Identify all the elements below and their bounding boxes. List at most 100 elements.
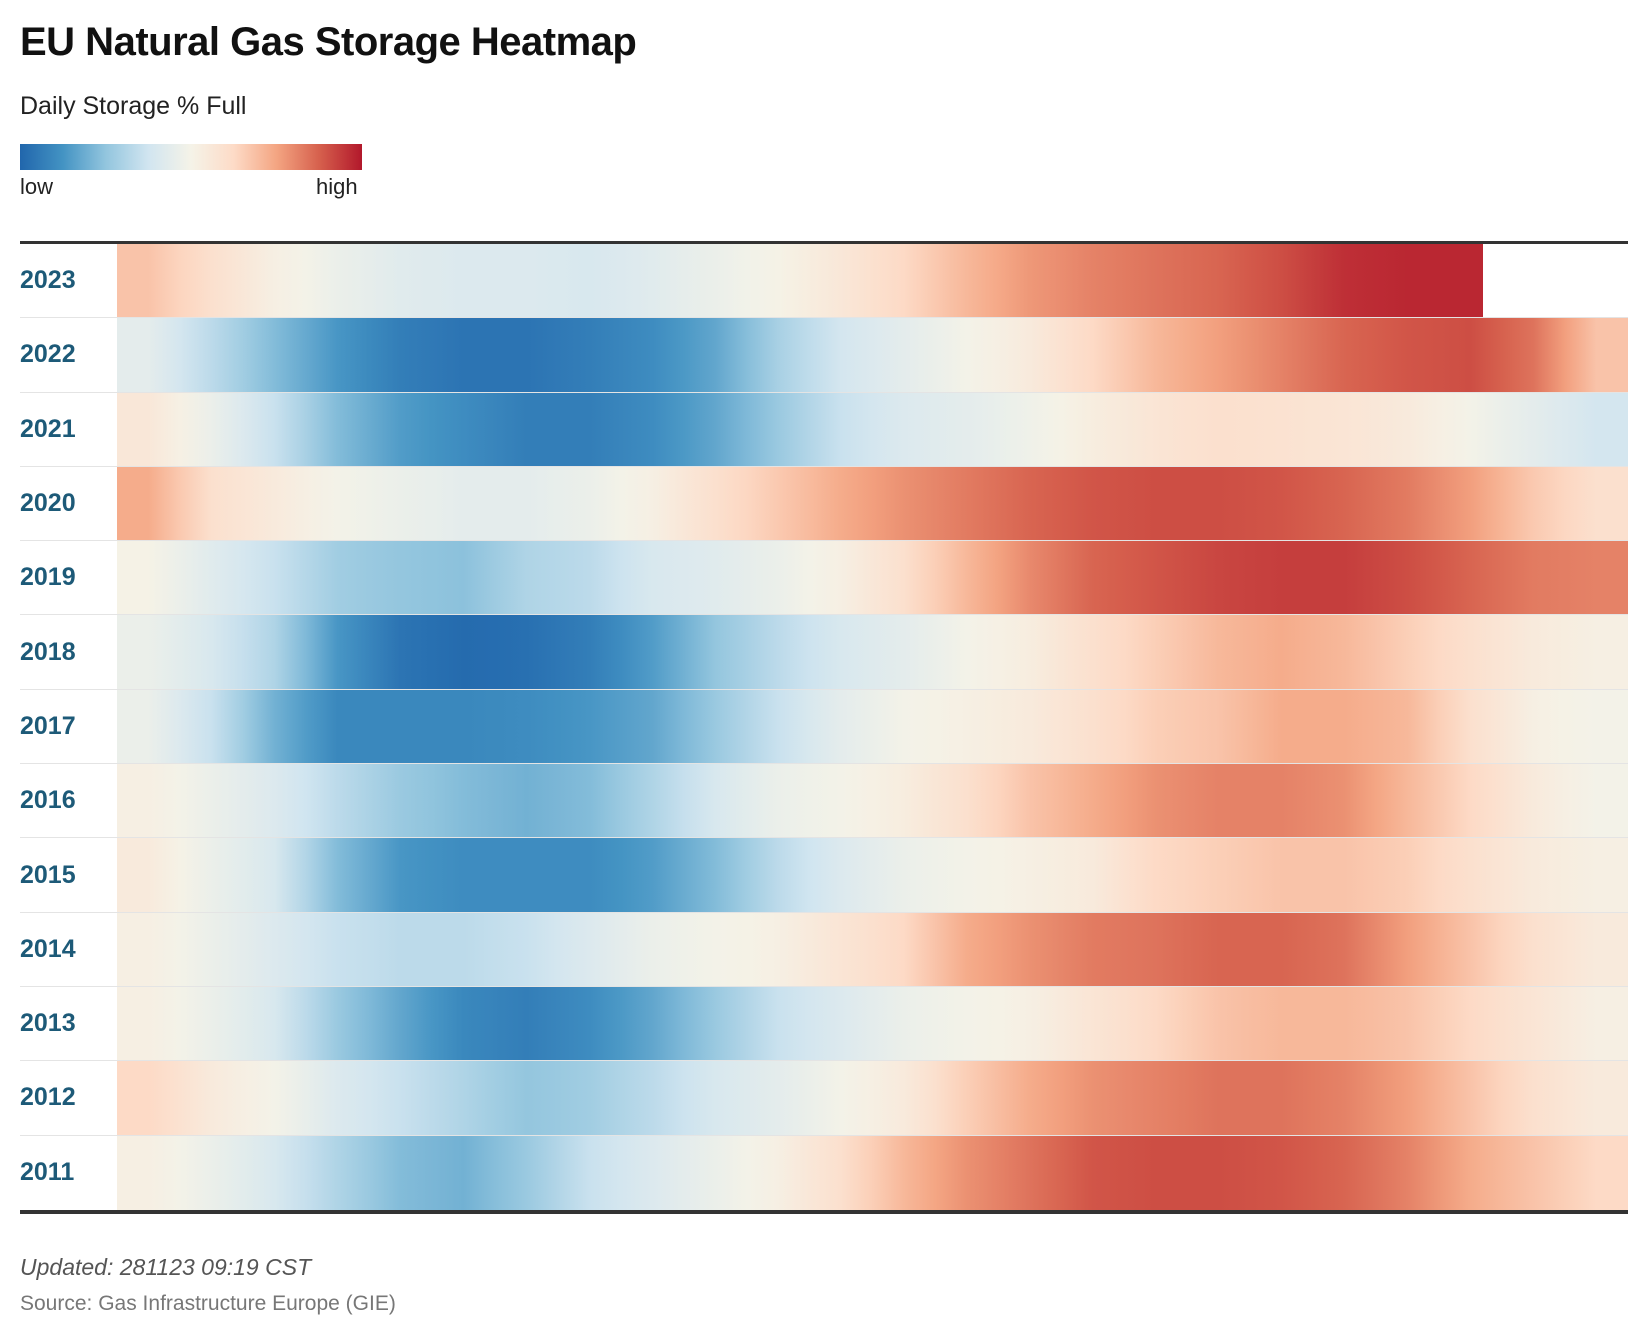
heatmap-cell [368, 1061, 432, 1135]
heatmap-cell [872, 615, 936, 689]
heatmap-cell [1313, 689, 1377, 764]
heatmap-cell [746, 541, 810, 615]
heatmap-cell [1439, 244, 1484, 318]
heatmap-cell [683, 466, 747, 541]
heatmap-cell [1376, 615, 1440, 689]
heatmap-row-2018: 2018 [20, 615, 1628, 690]
heatmap-cell [1061, 764, 1125, 838]
heatmap-cell [368, 986, 432, 1061]
heatmap-cell [809, 838, 873, 912]
heatmap-cell [1250, 838, 1314, 912]
heatmap-cell [1250, 615, 1314, 689]
heatmap-cell [872, 986, 936, 1061]
heatmap-cell [557, 392, 621, 466]
heatmap-cell [1501, 838, 1565, 912]
heatmap-cell [809, 615, 873, 689]
heatmap-cell [117, 986, 180, 1061]
heatmap-cell [179, 392, 243, 466]
year-label: 2023 [20, 266, 76, 295]
heatmap-cell [117, 838, 180, 912]
heatmap-cell [935, 244, 999, 318]
heatmap-cell [557, 764, 621, 838]
heatmap-cell [494, 912, 558, 986]
heatmap-cell [1313, 986, 1377, 1061]
heatmap-cell [1439, 1061, 1502, 1135]
heatmap-cell [117, 1061, 180, 1135]
heatmap-cell [1501, 318, 1565, 392]
heatmap-cell [1376, 1135, 1440, 1210]
heatmap-cell [1250, 689, 1314, 764]
heatmap-cell [431, 1061, 495, 1135]
heatmap-cell [117, 764, 180, 838]
heatmap-cell [305, 615, 369, 689]
heatmap-cell [809, 392, 873, 466]
heatmap-cell [494, 1135, 558, 1210]
heatmap-cell [998, 1061, 1062, 1135]
heatmap-strip [117, 318, 1628, 392]
heatmap-cell [305, 541, 369, 615]
heatmap-cell [683, 1135, 747, 1210]
heatmap-cell [683, 318, 747, 392]
heatmap-cell [809, 466, 873, 541]
heatmap-cell [746, 912, 810, 986]
heatmap-cell [305, 912, 369, 986]
heatmap-cell [1313, 764, 1377, 838]
heatmap-cell [1124, 1061, 1188, 1135]
heatmap-cell [368, 1135, 432, 1210]
heatmap-cell [1061, 318, 1125, 392]
heatmap-cell [1564, 764, 1628, 838]
heatmap-row-2013: 2013 [20, 986, 1628, 1062]
heatmap-cell [809, 764, 873, 838]
heatmap-cell [242, 318, 306, 392]
heatmap-row-2017: 2017 [20, 689, 1628, 765]
heatmap-cell [1439, 466, 1502, 541]
heatmap-cell [620, 912, 684, 986]
heatmap-cell [557, 244, 621, 318]
heatmap-cell [1061, 541, 1125, 615]
heatmap-row-2015: 2015 [20, 838, 1628, 913]
heatmap-cell [1124, 838, 1188, 912]
heatmap-cell [1564, 466, 1628, 541]
heatmap-cell [179, 244, 243, 318]
heatmap-cell [1313, 541, 1377, 615]
heatmap-cell [368, 392, 432, 466]
heatmap-strip [117, 1061, 1628, 1135]
heatmap-cell [1124, 986, 1188, 1061]
heatmap-cell [1564, 912, 1628, 986]
heatmap-cell [1376, 318, 1440, 392]
heatmap-cell [809, 912, 873, 986]
heatmap-strip [117, 541, 1628, 615]
heatmap-cell [431, 838, 495, 912]
heatmap-cell [746, 466, 810, 541]
heatmap-cell [117, 1135, 180, 1210]
heatmap-row-2019: 2019 [20, 541, 1628, 616]
heatmap-cell [1313, 466, 1377, 541]
heatmap-cell [1061, 615, 1125, 689]
heatmap-cell [494, 764, 558, 838]
heatmap-cell [1439, 912, 1502, 986]
heatmap-cell [305, 392, 369, 466]
heatmap-cell [1061, 986, 1125, 1061]
heatmap-cell [242, 244, 306, 318]
top-rule [20, 241, 1628, 244]
heatmap-cell [1376, 466, 1440, 541]
heatmap-cell [935, 986, 999, 1061]
heatmap-row-2022: 2022 [20, 318, 1628, 393]
heatmap-cell [557, 986, 621, 1061]
heatmap-cell [242, 392, 306, 466]
heatmap-cell [1187, 764, 1251, 838]
heatmap-cell [1564, 986, 1628, 1061]
heatmap-cell [998, 838, 1062, 912]
heatmap-cell [305, 244, 369, 318]
heatmap-cell [431, 1135, 495, 1210]
heatmap-cell [431, 912, 495, 986]
heatmap-cell [809, 986, 873, 1061]
heatmap-cell [242, 689, 306, 764]
heatmap-cell [1313, 912, 1377, 986]
heatmap-cell [1124, 392, 1188, 466]
heatmap-cell [1061, 838, 1125, 912]
heatmap-cell [746, 764, 810, 838]
heatmap-strip [117, 615, 1628, 689]
heatmap-cell [620, 244, 684, 318]
heatmap-cell [683, 615, 747, 689]
